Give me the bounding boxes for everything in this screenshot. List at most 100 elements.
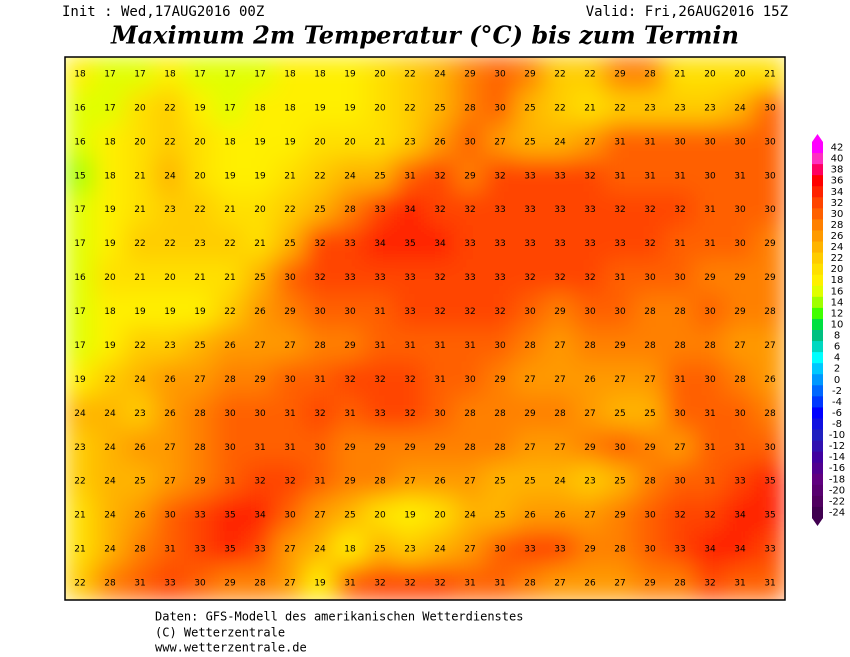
colorbar-arrow-top: [812, 134, 823, 142]
temperature-value: 27: [464, 545, 475, 555]
temperature-value: 30: [524, 307, 536, 317]
temperature-value: 25: [434, 103, 445, 113]
colorbar-box: [812, 153, 823, 165]
temperature-value: 18: [104, 137, 116, 147]
temperature-value: 33: [374, 273, 385, 283]
temperature-cell: [484, 463, 516, 500]
colorbar-label: 30: [831, 209, 844, 220]
temperature-cell: [304, 89, 336, 126]
temperature-cell: [394, 327, 426, 364]
colorbar-label: -24: [829, 507, 845, 518]
map-title: Maximum 2m Temperatur (°C) bis zum Termi…: [110, 21, 739, 50]
temperature-cell: [334, 429, 366, 466]
temperature-value: 21: [134, 273, 145, 283]
temperature-cell: [694, 259, 726, 296]
temperature-value: 31: [704, 205, 715, 215]
temperature-cell: [604, 497, 636, 534]
temperature-cell: [604, 327, 636, 364]
temperature-value: 32: [584, 171, 595, 181]
temperature-cell: [574, 225, 606, 262]
temperature-cell: [604, 191, 636, 228]
temperature-cell: [274, 497, 306, 534]
temperature-cell: [754, 565, 785, 600]
footer-line: (C) Wetterzentrale: [155, 626, 285, 640]
temperature-cell: [544, 191, 576, 228]
temperature-cell: [244, 395, 276, 432]
temperature-value: 30: [494, 341, 506, 351]
temperature-cell: [664, 259, 696, 296]
temperature-cell: [244, 259, 276, 296]
temperature-cell: [454, 497, 486, 534]
temperature-value: 33: [734, 477, 745, 487]
temperature-cell: [244, 123, 276, 160]
temperature-cell: [124, 429, 156, 466]
temperature-value: 30: [734, 409, 746, 419]
temperature-value: 33: [404, 307, 415, 317]
temperature-value: 18: [314, 69, 326, 79]
temperature-value: 20: [104, 273, 116, 283]
temperature-value: 33: [464, 273, 475, 283]
temperature-cell: [634, 327, 666, 364]
temperature-value: 19: [314, 579, 326, 589]
temperature-cell: [65, 565, 96, 600]
temperature-cell: [514, 429, 546, 466]
temperature-value: 33: [464, 239, 475, 249]
temperature-cell: [544, 157, 576, 194]
temperature-value: 26: [254, 307, 266, 317]
temperature-value: 34: [374, 239, 386, 249]
temperature-value: 28: [644, 69, 656, 79]
temperature-cell: [244, 57, 276, 92]
temperature-cell: [484, 531, 516, 568]
temperature-value: 32: [434, 307, 445, 317]
temperature-value: 21: [134, 171, 145, 181]
temperature-cell: [424, 327, 456, 364]
temperature-cell: [604, 293, 636, 330]
temperature-value: 33: [374, 205, 385, 215]
temperature-value: 33: [524, 239, 535, 249]
temperature-cell: [484, 497, 516, 534]
temperature-cell: [754, 429, 785, 466]
temperature-value: 26: [434, 137, 446, 147]
temperature-cell: [184, 225, 216, 262]
temperature-value: 19: [104, 205, 116, 215]
temperature-cell: [244, 293, 276, 330]
temperature-cell: [154, 429, 186, 466]
temperature-cell: [94, 57, 126, 92]
temperature-cell: [334, 123, 366, 160]
temperature-cell: [604, 157, 636, 194]
temperature-value: 22: [104, 375, 115, 385]
temperature-cell: [364, 531, 396, 568]
temperature-cell: [724, 395, 756, 432]
temperature-cell: [424, 191, 456, 228]
temperature-cell: [184, 361, 216, 398]
temperature-value: 28: [764, 409, 776, 419]
temperature-value: 31: [704, 477, 715, 487]
temperature-cell: [274, 463, 306, 500]
temperature-value: 31: [644, 171, 655, 181]
temperature-cell: [334, 395, 366, 432]
temperature-cell: [484, 361, 516, 398]
temperature-value: 31: [314, 375, 325, 385]
temperature-cell: [94, 157, 126, 194]
temperature-cell: [274, 361, 306, 398]
colorbar-box: [812, 307, 823, 320]
temperature-value: 29: [254, 375, 266, 385]
temperature-cell: [304, 157, 336, 194]
temperature-value: 30: [674, 477, 686, 487]
temperature-value: 20: [134, 103, 146, 113]
temperature-value: 28: [644, 477, 656, 487]
temperature-cell: [514, 259, 546, 296]
colorbar-box: [812, 230, 823, 243]
temperature-cell: [364, 191, 396, 228]
temperature-value: 27: [284, 579, 295, 589]
temperature-cell: [184, 123, 216, 160]
temperature-cell: [364, 157, 396, 194]
temperature-cell: [334, 225, 366, 262]
temperature-value: 20: [254, 205, 266, 215]
temperature-cell: [184, 191, 216, 228]
temperature-value: 20: [374, 103, 386, 113]
temperature-value: 30: [674, 137, 686, 147]
temperature-value: 20: [434, 511, 446, 521]
temperature-cell: [244, 157, 276, 194]
